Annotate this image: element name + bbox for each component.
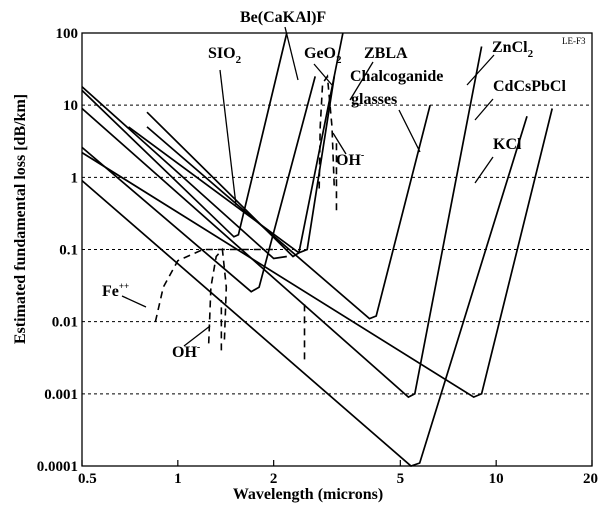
series-line-sio2-lower-branch <box>81 86 287 260</box>
x-tick-label: 20 <box>583 471 598 487</box>
grid-lines <box>82 104 592 395</box>
series-line-kcl <box>81 116 528 467</box>
series-line-zbla <box>127 76 336 254</box>
absorption-band-oh-upper <box>318 74 336 189</box>
absorption-bands <box>154 74 338 360</box>
absorption-band-fe <box>154 248 274 322</box>
leader-cdcspbcl <box>474 98 494 121</box>
leader-zncl2 <box>466 54 495 86</box>
series-line-zncl2 <box>81 46 483 399</box>
leader-oh-lower <box>183 325 211 347</box>
y-tick-label: 100 <box>56 26 79 42</box>
label-fe: Fe++ <box>102 281 129 300</box>
y-tick-label: 1 <box>71 170 79 186</box>
label-chalcoganide: Chalcoganide <box>350 68 443 85</box>
x-tick-label: 10 <box>489 471 504 487</box>
plot-frame <box>81 32 593 467</box>
leader-kcl <box>474 156 494 184</box>
leader-zbla <box>349 61 374 101</box>
corner-label: LE-F3 <box>562 36 586 46</box>
series-line-sio2 <box>81 32 288 238</box>
series-line-geo2 <box>81 76 317 293</box>
label-be-cakal-f: Be(CaKAl)F <box>240 9 326 26</box>
x-tick-label: 5 <box>397 471 405 487</box>
series-line-chalcoganide-glasses <box>146 104 431 320</box>
label-zncl2: ZnCl2 <box>492 39 534 60</box>
y-tick-labels: 0.0001 0.001 0.01 0.1 1 10 100 <box>37 26 78 475</box>
label-sio2: SIO2 <box>208 45 242 66</box>
loss-curves <box>81 32 554 467</box>
series-line-be-cakal-f <box>146 32 344 258</box>
label-leader-lines <box>121 26 495 347</box>
y-tick-label: 0.1 <box>59 243 78 259</box>
y-tick-label: 0.01 <box>52 315 78 331</box>
x-tick-label: 1 <box>174 471 182 487</box>
label-kcl: KCl <box>493 136 522 153</box>
absorption-band-oh-lower <box>207 247 228 344</box>
label-oh-upper: OH- <box>336 150 364 169</box>
y-tick-label: 10 <box>63 98 78 114</box>
y-axis-title: Estimated fundamental loss [dB/km] <box>12 94 29 344</box>
leader-oh-upper <box>332 132 347 155</box>
x-tick-label: 0.5 <box>78 471 97 487</box>
y-tick-label: 0.0001 <box>37 459 78 475</box>
y-tick-label: 0.001 <box>44 387 78 403</box>
label-oh-lower: OH- <box>172 342 200 361</box>
label-glasses: glasses <box>351 91 397 108</box>
x-tick-label: 2 <box>270 471 278 487</box>
leader-chalcoganide <box>398 109 421 153</box>
label-zbla: ZBLA <box>364 45 408 62</box>
leader-be-cakal-f <box>284 26 299 81</box>
x-tick-labels: 0.5 1 2 5 10 20 <box>78 460 598 487</box>
label-geo2: GeO2 <box>304 45 342 66</box>
label-cdcspbcl: CdCsPbCl <box>493 78 566 95</box>
series-line-cdcspbcl <box>81 108 554 399</box>
leader-fe <box>121 295 147 308</box>
leader-sio2 <box>219 69 237 206</box>
x-axis-title: Wavelength (microns) <box>233 486 383 503</box>
leader-geo2 <box>313 63 333 86</box>
